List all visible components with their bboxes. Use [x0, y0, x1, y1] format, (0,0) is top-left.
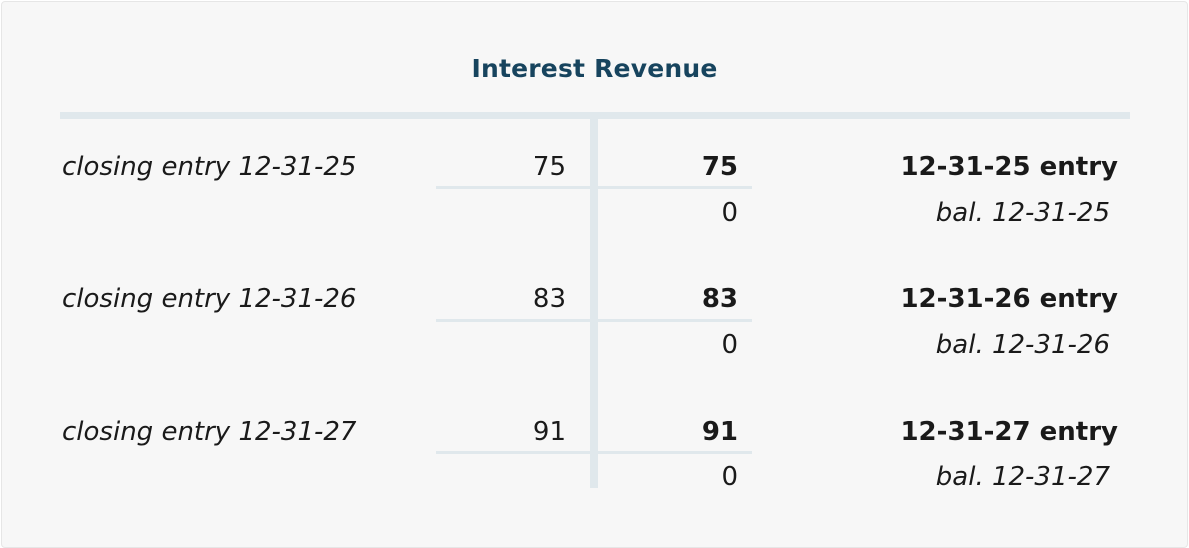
- row-2-balance-label: bal. 12-31-26: [935, 330, 1110, 360]
- account-title: Interest Revenue: [471, 54, 718, 83]
- row-1-balance-label: bal. 12-31-25: [935, 198, 1110, 228]
- row-3-balance: 0: [721, 462, 738, 492]
- row-3-debit: 91: [532, 417, 566, 447]
- t-account-center-bar: [590, 119, 598, 488]
- row-3-balance-label: bal. 12-31-27: [935, 462, 1110, 492]
- row-1-description: closing entry 12-31-25: [62, 152, 357, 182]
- t-account-top-bar: [60, 112, 1130, 119]
- row-1-total-rule: [436, 186, 752, 189]
- row-1-debit: 75: [532, 152, 566, 182]
- row-3-total-rule: [436, 451, 752, 454]
- row-2-balance: 0: [721, 330, 738, 360]
- row-3-credit-label: 12-31-27 entry: [900, 417, 1118, 447]
- row-1-credit: 75: [701, 152, 738, 182]
- row-2-debit: 83: [532, 284, 566, 314]
- row-2-credit: 83: [701, 284, 738, 314]
- row-2-description: closing entry 12-31-26: [62, 284, 357, 314]
- row-1-balance: 0: [721, 198, 738, 228]
- row-3-description: closing entry 12-31-27: [62, 417, 357, 447]
- row-3-credit: 91: [701, 417, 738, 447]
- row-2-total-rule: [436, 319, 752, 322]
- row-2-credit-label: 12-31-26 entry: [900, 284, 1118, 314]
- row-1-credit-label: 12-31-25 entry: [900, 152, 1118, 182]
